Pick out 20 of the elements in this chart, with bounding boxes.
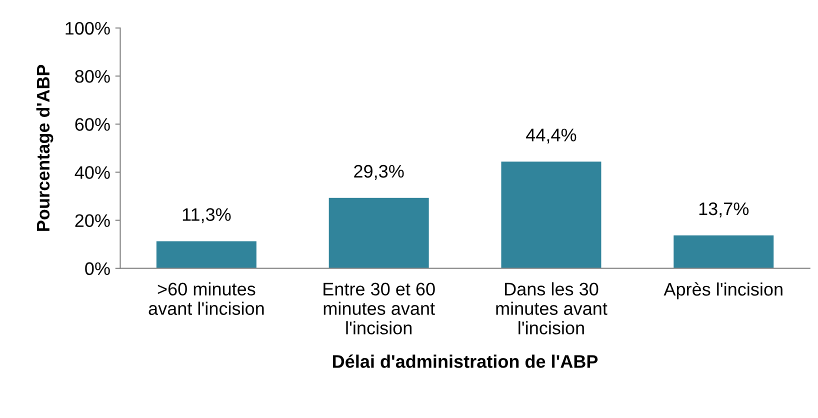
x-tick-label: Après l'incision: [664, 282, 782, 300]
x-tick-label: Entre 30 et 60 minutes avant l'incision: [324, 282, 435, 334]
y-tick-label: 0%: [85, 262, 110, 276]
data-label: 11,3%: [182, 208, 231, 224]
bar: [674, 235, 774, 268]
x-tick-label: >60 minutes avant l'incision: [148, 282, 264, 315]
y-axis-title: Pourcentage d'ABP: [36, 64, 54, 231]
y-tick-label: 60%: [75, 118, 110, 131]
x-tick-label: Dans les 30 minutes avant l'incision: [496, 282, 608, 334]
bar: [501, 162, 602, 268]
bar: [328, 198, 429, 268]
y-tick-label: 20%: [75, 214, 110, 228]
x-axis-title: Délai d'administration de l'ABP: [333, 354, 598, 368]
y-tick-label: 100%: [66, 22, 110, 35]
data-label: 13,7%: [699, 202, 749, 218]
data-label: 44,4%: [526, 128, 576, 144]
data-label: 29,3%: [354, 164, 404, 180]
y-tick-label: 80%: [75, 70, 110, 83]
y-tick-label: 40%: [74, 166, 110, 179]
bar: [156, 241, 256, 268]
